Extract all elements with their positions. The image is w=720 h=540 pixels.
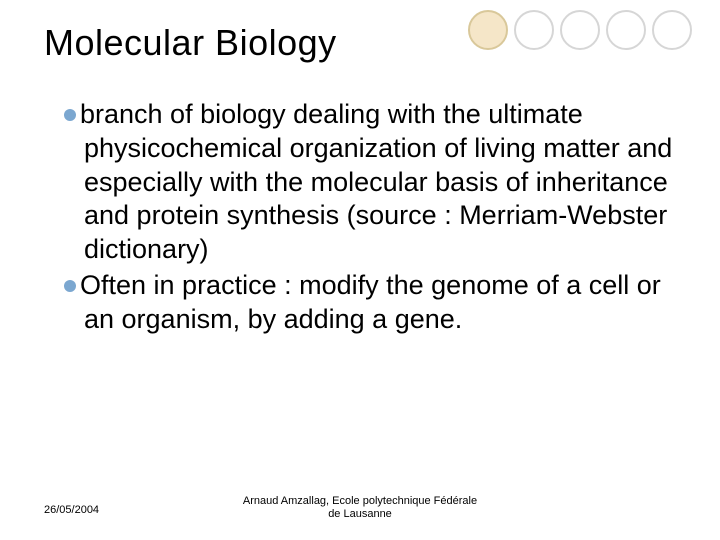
slide-title: Molecular Biology [44,22,337,64]
decor-circle-4 [606,10,646,50]
bullet-text-1: branch of biology dealing with the ultim… [80,99,672,264]
footer-author: Arnaud Amzallag, Ecole polytechnique Féd… [0,495,720,523]
decor-circle-1 [468,10,508,50]
slide-body: branch of biology dealing with the ultim… [64,98,676,338]
decor-circle-5 [652,10,692,50]
decor-circle-3 [560,10,600,50]
bullet-item-2: Often in practice : modify the genome of… [64,269,676,337]
decor-circle-2 [514,10,554,50]
footer-author-line2: de Lausanne [328,508,392,520]
bullet-item-1: branch of biology dealing with the ultim… [64,98,676,267]
bullet-dot-icon [64,280,76,292]
bullet-dot-icon [64,109,76,121]
decorative-circles [468,10,692,50]
slide: Molecular Biology branch of biology deal… [0,0,720,540]
footer-author-line1: Arnaud Amzallag, Ecole polytechnique Féd… [243,495,477,507]
bullet-text-2: Often in practice : modify the genome of… [80,270,661,334]
